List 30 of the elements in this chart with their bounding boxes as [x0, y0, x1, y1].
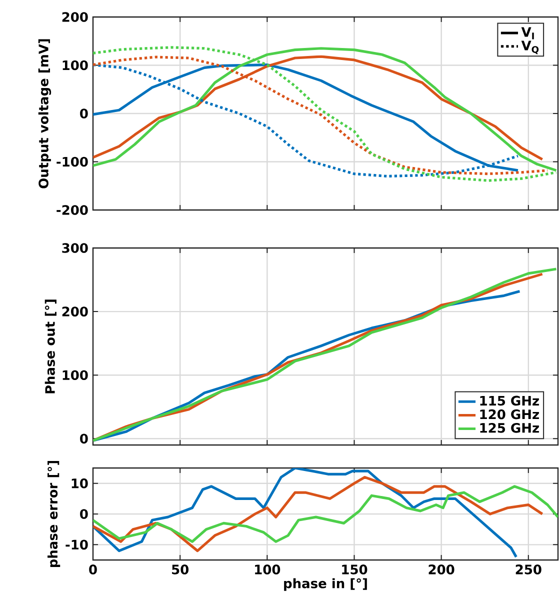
- legend-label: 125 GHz: [480, 423, 539, 433]
- x-tick-label: 250: [516, 564, 542, 574]
- annotation: V$_{I}$: [521, 27, 534, 40]
- y-tick-label: 0: [80, 509, 88, 519]
- annotation: V$_{Q}$: [521, 40, 539, 54]
- y-tick-label: -10: [66, 540, 88, 550]
- legend-label: 115 GHz: [480, 396, 539, 406]
- y-tick-label: 300: [62, 243, 88, 253]
- y-axis-title: phase error [°]: [48, 460, 60, 568]
- y-tick-label: 0: [80, 434, 88, 444]
- y-tick-label: -100: [56, 156, 88, 167]
- y-axis-title: Output voltage [mV]: [38, 39, 52, 188]
- x-axis-title: phase in [°]: [284, 578, 367, 591]
- line-series: [93, 485, 558, 543]
- y-tick-label: -200: [56, 205, 88, 215]
- x-tick-label: 0: [89, 564, 97, 574]
- y-tick-label: 200: [62, 306, 88, 316]
- y-tick-label: 10: [72, 478, 88, 488]
- x-tick-label: 100: [255, 564, 280, 574]
- x-tick-label: 50: [172, 564, 189, 574]
- y-tick-label: 200: [62, 12, 88, 22]
- y-tick-label: 100: [62, 60, 88, 70]
- y-axis-title: Phase out [°]: [44, 300, 56, 394]
- y-tick-label: 100: [62, 370, 88, 380]
- legend-label: 120 GHz: [480, 409, 539, 420]
- x-tick-label: 200: [428, 564, 454, 574]
- line-series: [93, 468, 518, 558]
- x-tick-label: 150: [342, 564, 368, 574]
- y-tick-label: 0: [80, 108, 88, 118]
- line-series: [93, 476, 544, 552]
